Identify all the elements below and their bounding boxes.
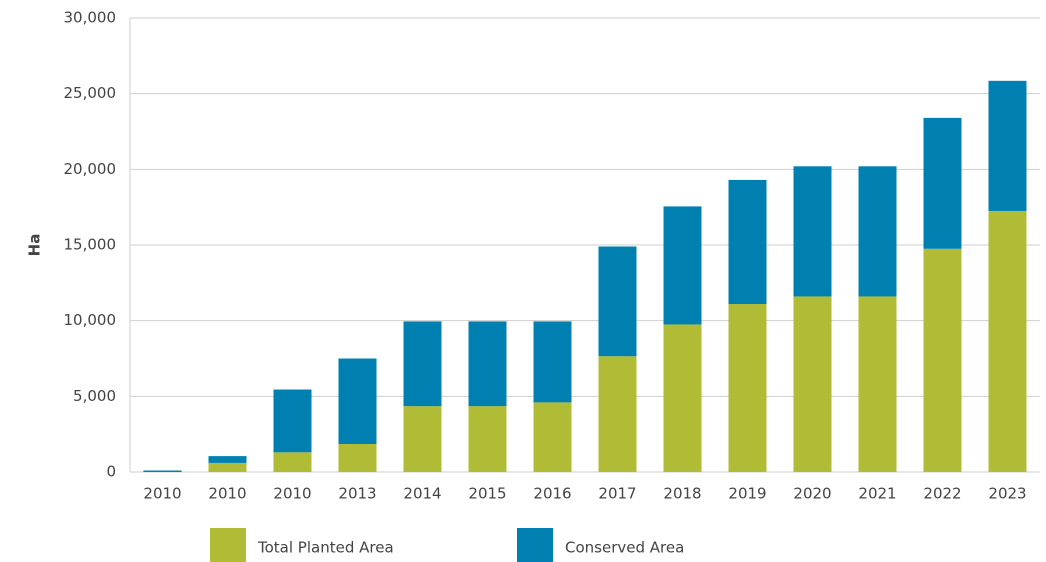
bar <box>923 248 962 472</box>
bar <box>468 406 507 472</box>
bar <box>338 358 377 445</box>
bar <box>598 246 637 357</box>
bar <box>598 356 637 472</box>
bar <box>793 166 832 297</box>
y-tick-label: 20,000 <box>64 160 117 178</box>
bar <box>663 324 702 472</box>
bar <box>403 406 442 472</box>
x-tick-label: 2014 <box>403 485 441 503</box>
x-tick-label: 2019 <box>728 485 766 503</box>
y-tick-label: 30,000 <box>64 9 117 27</box>
x-tick-label: 2022 <box>923 485 961 503</box>
x-tick-label: 2016 <box>533 485 571 503</box>
bar <box>988 80 1027 211</box>
legend-swatch <box>210 528 246 562</box>
bar <box>533 402 572 472</box>
bar <box>338 444 377 472</box>
bar <box>143 470 182 472</box>
y-tick-label: 0 <box>106 463 116 481</box>
bar <box>728 304 767 472</box>
x-tick-label: 2013 <box>338 485 376 503</box>
bar <box>273 389 312 453</box>
legend-label: Conserved Area <box>565 539 684 557</box>
y-tick-label: 5,000 <box>73 387 116 405</box>
bar <box>858 166 897 297</box>
x-tick-label: 2020 <box>793 485 831 503</box>
x-tick-label: 2010 <box>208 485 246 503</box>
bar <box>858 296 897 472</box>
bar <box>728 179 767 305</box>
bar <box>208 462 247 472</box>
x-tick-label: 2018 <box>663 485 701 503</box>
bar <box>988 210 1027 472</box>
bar <box>923 117 962 249</box>
legend-label: Total Planted Area <box>257 539 394 557</box>
legend-swatch <box>517 528 553 562</box>
y-tick-label: 25,000 <box>64 84 117 102</box>
x-tick-label: 2021 <box>858 485 896 503</box>
bar <box>468 321 507 407</box>
x-tick-label: 2010 <box>143 485 181 503</box>
bar <box>533 321 572 403</box>
bar <box>273 452 312 472</box>
bar <box>793 296 832 472</box>
bar <box>663 206 702 325</box>
y-tick-label: 10,000 <box>64 311 117 329</box>
x-tick-label: 2015 <box>468 485 506 503</box>
y-tick-label: 15,000 <box>64 236 117 254</box>
x-tick-label: 2017 <box>598 485 636 503</box>
x-tick-label: 2023 <box>988 485 1026 503</box>
y-axis-label: Ha <box>26 234 44 257</box>
x-tick-label: 2010 <box>273 485 311 503</box>
bar <box>403 321 442 407</box>
bar <box>208 456 247 463</box>
